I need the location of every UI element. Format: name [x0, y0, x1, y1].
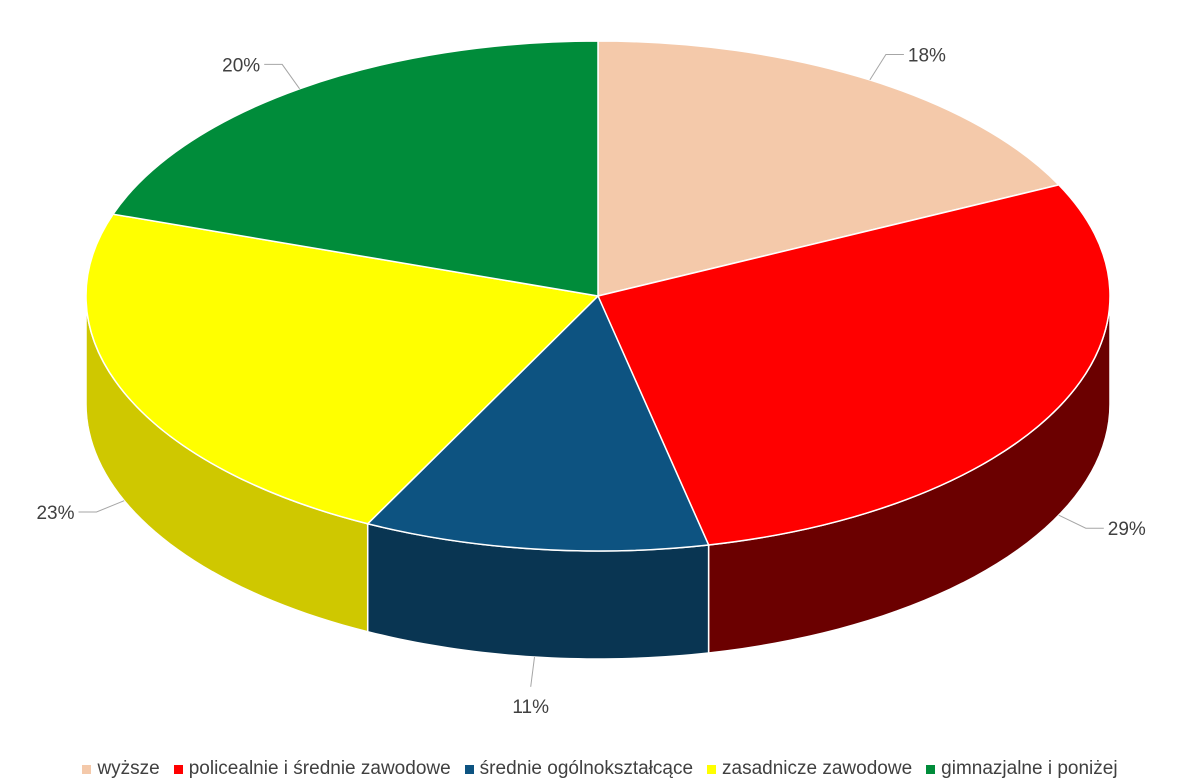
legend-item-srednie-ogolnoksztalcace: średnie ogólnokształcące — [464, 758, 694, 780]
pie-slice-policealnie-i-srednie-zawodowe — [596, 184, 1111, 546]
pie-slice-gimnazjalne-i-ponizej — [111, 40, 599, 297]
leader-line-policealnie-i-srednie-zawodowe — [1058, 514, 1104, 529]
legend-label: wyższe — [97, 758, 160, 779]
pie-slices — [85, 40, 1111, 552]
legend-swatch — [82, 764, 92, 774]
leader-line-gimnazjalne-i-ponizej — [264, 63, 301, 90]
legend-item-wyzsze: wyższe — [82, 758, 160, 780]
legend-swatch — [707, 764, 717, 774]
pie-slice-zasadnicze-zawodowe — [85, 213, 600, 525]
legend-label: średnie ogólnokształcące — [479, 758, 694, 779]
data-labels: 18% 29% 11% 23% 20% — [36, 46, 1145, 718]
legend-item-policealnie-i-srednie-zawodowe: policealnie i średnie zawodowe — [173, 758, 451, 780]
leader-lines — [78, 54, 1104, 687]
data-label-policealnie-i-srednie-zawodowe: 29% — [1108, 519, 1146, 540]
legend: wyższe policealnie i średnie zawodowe śred… — [0, 756, 1200, 782]
pie-chart: 18% 29% 11% 23% 20% — [36, 40, 1146, 718]
legend-label: zasadnicze zawodowe — [722, 758, 913, 779]
legend-swatch — [464, 764, 474, 774]
legend-item-zasadnicze-zawodowe: zasadnicze zawodowe — [707, 758, 912, 780]
data-label-srednie-ogolnoksztalcace: 11% — [512, 697, 549, 718]
pie-slice-wyzsze — [597, 40, 1061, 297]
data-label-zasadnicze-zawodowe: 23% — [36, 503, 74, 524]
legend-label: policealnie i średnie zawodowe — [188, 758, 451, 779]
leader-line-wyzsze — [869, 54, 904, 81]
pie-slice-srednie-ogolnoksztalcace — [366, 294, 710, 552]
legend-swatch — [926, 764, 936, 774]
leader-line-srednie-ogolnoksztalcace — [530, 656, 535, 687]
legend-swatch — [173, 764, 183, 774]
legend-label: gimnazjalne i poniżej — [941, 758, 1118, 779]
legend-item-gimnazjalne-i-ponizej: gimnazjalne i poniżej — [926, 758, 1118, 780]
data-label-gimnazjalne-i-ponizej: 20% — [222, 55, 260, 76]
leader-line-zasadnicze-zawodowe — [78, 500, 125, 513]
data-label-wyzsze: 18% — [908, 46, 946, 67]
